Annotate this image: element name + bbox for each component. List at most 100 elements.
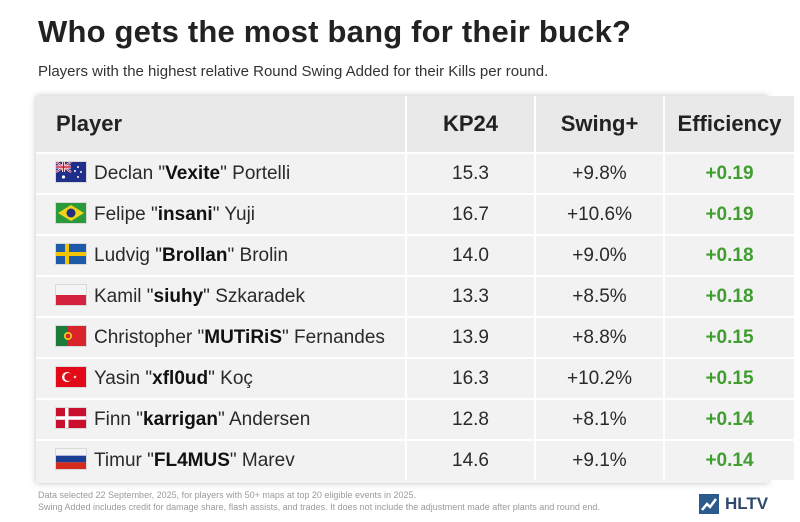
table-row: Finn "karrigan" Andersen 12.8 +8.1% +0.14 <box>36 398 794 440</box>
nick-close-quote: " <box>229 450 242 471</box>
player-first-name: Yasin <box>94 368 141 389</box>
footnote-line-2: Swing Added includes credit for damage s… <box>38 502 600 512</box>
footnote-line-1: Data selected 22 September, 2025, for pl… <box>38 490 416 500</box>
column-header-swing: Swing+ <box>534 96 664 154</box>
swing-cell: +10.2% <box>534 357 664 399</box>
player-last-name: Andersen <box>228 409 311 430</box>
footnote: Data selected 22 September, 2025, for pl… <box>38 489 600 513</box>
kp24-cell: 13.9 <box>405 316 535 358</box>
kp24-cell: 13.3 <box>405 275 535 317</box>
swing-cell: +9.8% <box>534 152 664 194</box>
swing-cell: +8.5% <box>534 275 664 317</box>
nick-open-quote: " <box>145 204 158 225</box>
nick-open-quote: " <box>158 163 166 184</box>
column-header-kp24: KP24 <box>405 96 535 154</box>
page-title: Who gets the most bang for their buck? <box>38 14 632 49</box>
player-last-name: Brolin <box>239 245 289 266</box>
player-last-name: Fernandes <box>294 327 385 348</box>
australia-flag-icon <box>55 161 86 182</box>
player-cell: Ludvig "Brollan" Brolin <box>36 234 406 276</box>
player-last-name: Yuji <box>224 204 256 225</box>
swing-cell: +9.1% <box>534 439 664 480</box>
nick-open-quote: " <box>141 450 154 471</box>
player-last-name: Szkaradek <box>215 286 305 307</box>
player-nickname: FL4MUS <box>153 450 230 471</box>
nick-open-quote: " <box>130 409 143 430</box>
efficiency-cell: +0.15 <box>663 357 794 399</box>
sweden-flag-icon <box>56 244 86 264</box>
player-last-name: Koç <box>220 368 253 389</box>
kp24-cell: 15.3 <box>405 152 535 194</box>
column-header-efficiency: Efficiency <box>663 96 794 154</box>
nick-open-quote: " <box>192 327 205 348</box>
player-cell: Christopher "MUTiRiS" Fernandes <box>36 316 406 358</box>
hltv-logo: HLTV <box>699 494 768 514</box>
player-first-name: Kamil <box>94 286 142 307</box>
kp24-cell: 14.6 <box>405 439 535 480</box>
kp24-cell: 12.8 <box>405 398 535 440</box>
nick-close-quote: " <box>203 286 216 307</box>
table-row: Felipe "insani" Yuji 16.7 +10.6% +0.19 <box>36 193 794 235</box>
player-last-name: Marev <box>241 450 295 471</box>
portugal-flag-icon <box>56 326 86 346</box>
nick-close-quote: " <box>212 204 225 225</box>
efficiency-cell: +0.18 <box>663 275 794 317</box>
table-row: Timur "FL4MUS" Marev 14.6 +9.1% +0.14 <box>36 439 794 480</box>
efficiency-cell: +0.14 <box>663 439 794 480</box>
player-nickname: siuhy <box>153 286 204 307</box>
player-first-name: Ludvig <box>94 245 150 266</box>
kp24-cell: 16.3 <box>405 357 535 399</box>
player-cell: Finn "karrigan" Andersen <box>36 398 406 440</box>
efficiency-cell: +0.14 <box>663 398 794 440</box>
poland-flag-icon <box>56 285 86 305</box>
player-nickname: xfl0ud <box>152 368 209 389</box>
nick-close-quote: " <box>217 409 229 430</box>
nick-close-quote: " <box>282 327 295 348</box>
swing-cell: +8.8% <box>534 316 664 358</box>
swing-cell: +10.6% <box>534 193 664 235</box>
hltv-logo-icon <box>699 494 719 514</box>
player-first-name: Felipe <box>94 204 146 225</box>
table-row: Declan "Vexite" Portelli 15.3 +9.8% +0.19 <box>36 152 794 194</box>
player-nickname: insani <box>157 204 213 225</box>
player-nickname: MUTiRiS <box>204 327 283 348</box>
column-header-player: Player <box>36 96 406 154</box>
russia-flag-icon <box>56 449 86 469</box>
denmark-flag-icon <box>56 408 86 428</box>
player-nickname: Brollan <box>162 245 228 266</box>
player-first-name: Timur <box>94 450 142 471</box>
efficiency-cell: +0.19 <box>663 193 794 235</box>
table-row: Kamil "siuhy" Szkaradek 13.3 +8.5% +0.18 <box>36 275 794 317</box>
player-first-name: Declan <box>94 163 159 184</box>
player-nickname: Vexite <box>165 163 221 184</box>
nick-open-quote: " <box>140 368 153 389</box>
player-cell: Yasin "xfl0ud" Koç <box>36 357 406 399</box>
player-nickname: karrigan <box>143 409 218 430</box>
swing-cell: +9.0% <box>534 234 664 276</box>
kp24-cell: 14.0 <box>405 234 535 276</box>
player-cell: Declan "Vexite" Portelli <box>36 152 406 194</box>
turkey-flag-icon <box>56 367 86 387</box>
table-row: Ludvig "Brollan" Brolin 14.0 +9.0% +0.18 <box>36 234 794 276</box>
nick-close-quote: " <box>220 163 233 184</box>
efficiency-cell: +0.18 <box>663 234 794 276</box>
player-last-name: Portelli <box>232 163 291 184</box>
efficiency-cell: +0.19 <box>663 152 794 194</box>
efficiency-cell: +0.15 <box>663 316 794 358</box>
nick-open-quote: " <box>141 286 154 307</box>
nick-open-quote: " <box>150 245 163 266</box>
player-first-name: Finn <box>94 409 131 430</box>
brazil-flag-icon <box>56 203 86 223</box>
kp24-cell: 16.7 <box>405 193 535 235</box>
nick-close-quote: " <box>227 245 240 266</box>
table-row: Yasin "xfl0ud" Koç 16.3 +10.2% +0.15 <box>36 357 794 399</box>
stats-table: Player KP24 Swing+ Efficiency Declan "Ve… <box>36 96 794 480</box>
player-cell: Felipe "insani" Yuji <box>36 193 406 235</box>
nick-close-quote: " <box>208 368 221 389</box>
swing-cell: +8.1% <box>534 398 664 440</box>
page-subtitle: Players with the highest relative Round … <box>38 63 549 80</box>
table-row: Christopher "MUTiRiS" Fernandes 13.9 +8.8%… <box>36 316 794 358</box>
hltv-logo-text: HLTV <box>725 494 769 513</box>
player-cell: Kamil "siuhy" Szkaradek <box>36 275 406 317</box>
player-first-name: Christopher <box>94 327 193 348</box>
